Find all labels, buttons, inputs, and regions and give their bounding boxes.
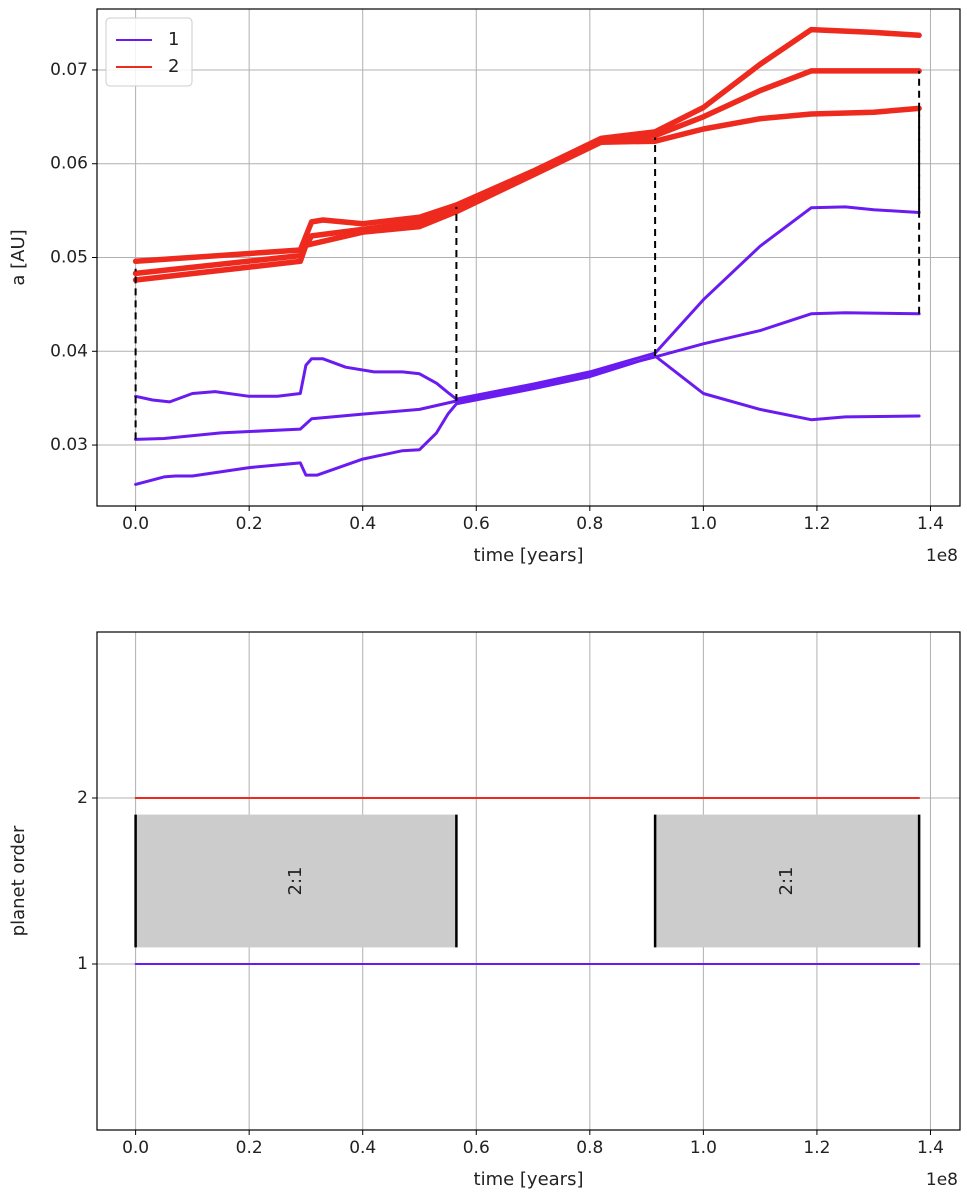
top-ytick-label: 0.04: [50, 341, 88, 361]
top-ytick-label: 0.07: [50, 60, 88, 80]
bottom-xtick-label: 0.2: [236, 1138, 263, 1158]
bottom-xtick-label: 0.4: [349, 1138, 376, 1158]
bottom-xtick-label: 1.2: [803, 1138, 830, 1158]
top-xtick-label: 1.2: [803, 514, 830, 534]
top-chart: 0.0 0.2 0.4 0.6 0.8 1.0 1.2 1.4 0.03 0.04 0.05 0.06…: [8, 8, 961, 566]
top-xtick-label: 0.8: [576, 514, 603, 534]
top-x-offset-label: 1e8: [926, 546, 958, 566]
resonance-band: [655, 814, 920, 948]
top-xtick-label: 1.0: [690, 514, 717, 534]
legend-label-2: 2: [168, 56, 179, 77]
bottom-ytick-label: 1: [77, 954, 88, 974]
series-1-middle-line: [134, 311, 921, 441]
bottom-plot-area: 2:1 2:1: [134, 797, 921, 965]
resonance-band-label: 2:1: [776, 867, 797, 896]
resonance-band-label: 2:1: [285, 867, 306, 896]
bottom-ylabel: planet order: [8, 825, 29, 936]
bottom-xtick-label: 0.0: [122, 1138, 149, 1158]
bottom-xtick-label: 1.0: [690, 1138, 717, 1158]
top-xtick-label: 1.4: [917, 514, 944, 534]
bottom-xlabel: time [years]: [474, 1169, 584, 1190]
top-xtick-label: 0.0: [122, 514, 149, 534]
bottom-axes-frame: [96, 631, 961, 1131]
legend: 12: [105, 17, 193, 87]
bottom-xtick-label: 0.8: [576, 1138, 603, 1158]
top-xtick-label: 0.4: [349, 514, 376, 534]
series-1-upper-line: [134, 205, 921, 404]
top-xtick-label: 0.6: [463, 514, 490, 534]
series-2-lower-line: [132, 105, 922, 283]
top-ytick-label: 0.03: [50, 435, 88, 455]
legend-label-1: 1: [168, 29, 179, 50]
top-xlabel: time [years]: [474, 545, 584, 566]
top-plot-area: [132, 26, 922, 486]
bottom-ytick-label: 2: [77, 788, 88, 808]
legend-box: [105, 17, 193, 87]
bottom-xtick-label: 0.6: [463, 1138, 490, 1158]
series-1-lower-line: [134, 354, 921, 486]
top-xtick-label: 0.2: [236, 514, 263, 534]
resonance-band: [135, 814, 457, 948]
top-ytick-label: 0.06: [50, 154, 88, 174]
top-ylabel: a [AU]: [8, 229, 29, 285]
bottom-xtick-label: 1.4: [917, 1138, 944, 1158]
bottom-x-offset-label: 1e8: [926, 1170, 958, 1190]
top-ytick-label: 0.05: [50, 248, 88, 268]
bottom-chart: 2:1 2:1 0.0 0.2 0.4 0.6 0.8 1.0 1.2 1.4 1 2 time [ye…: [8, 631, 961, 1190]
